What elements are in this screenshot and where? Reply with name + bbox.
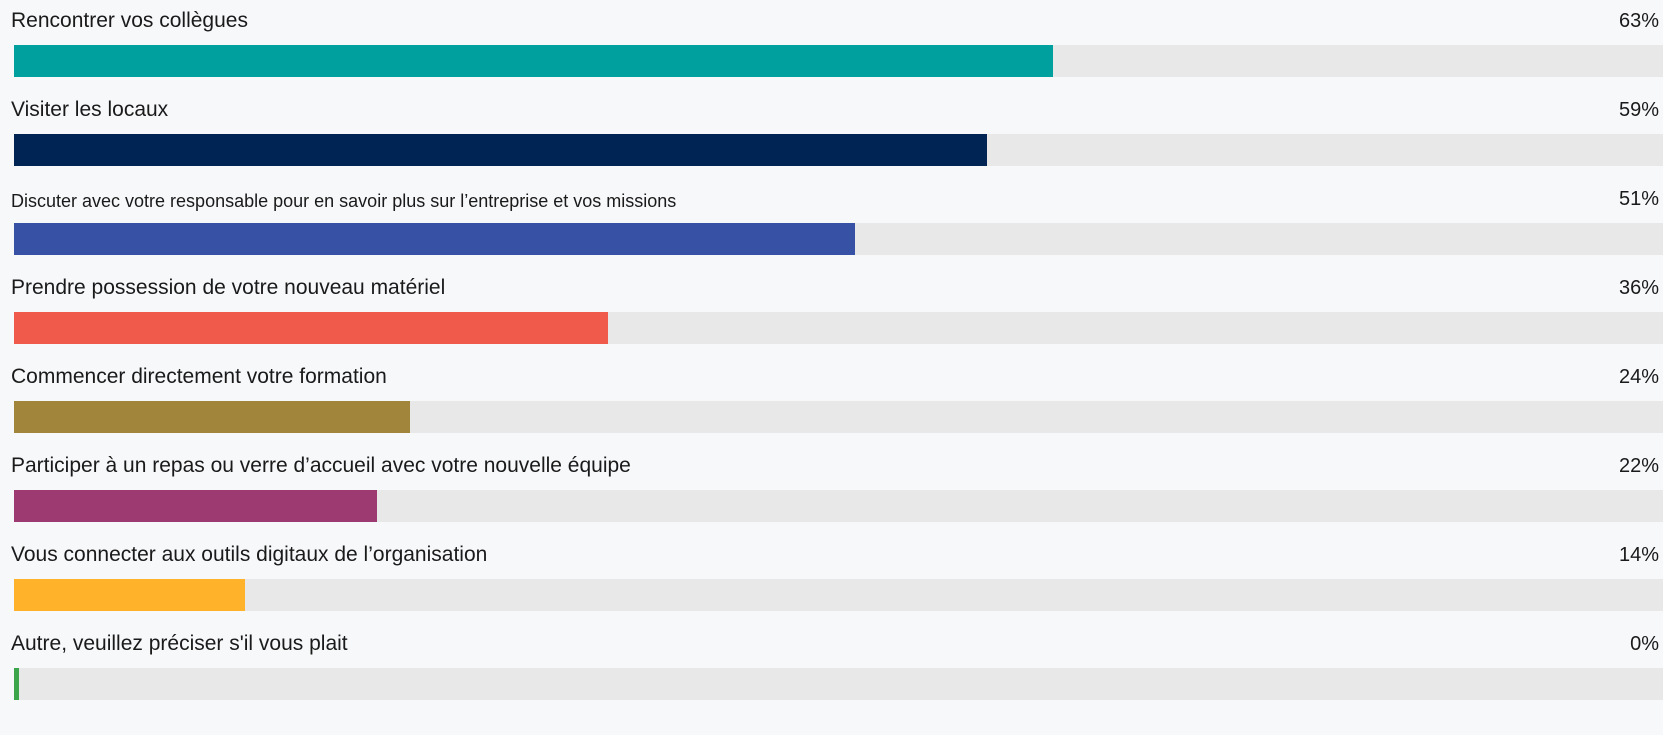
bar-row: Autre, veuillez préciser s'il vous plait… [0, 623, 1663, 717]
bar-label: Visiter les locaux [11, 98, 168, 122]
bar [14, 134, 987, 166]
bar [14, 401, 410, 433]
bar-track [14, 223, 1663, 255]
bar [14, 579, 245, 611]
bar-value-label: 14% [1619, 543, 1659, 567]
bar-value-label: 63% [1619, 9, 1659, 33]
bar-value-label: 24% [1619, 365, 1659, 389]
bar [14, 312, 608, 344]
bar-label: Autre, veuillez préciser s'il vous plait [11, 632, 348, 656]
bar-label: Vous connecter aux outils digitaux de l’… [11, 543, 487, 567]
bar-label: Discuter avec votre responsable pour en … [11, 189, 676, 213]
bar-label: Participer à un repas ou verre d’accueil… [11, 454, 631, 478]
bar [14, 223, 855, 255]
bar-value-label: 22% [1619, 454, 1659, 478]
bar-track [14, 45, 1663, 77]
bar-row: Vous connecter aux outils digitaux de l’… [0, 534, 1663, 628]
bar-track [14, 490, 1663, 522]
bar-track [14, 134, 1663, 166]
bar-value-label: 51% [1619, 187, 1659, 211]
bar-label: Commencer directement votre formation [11, 365, 387, 389]
bar-row: Participer à un repas ou verre d’accueil… [0, 445, 1663, 539]
bar-label: Rencontrer vos collègues [11, 9, 248, 33]
bar-row: Commencer directement votre formation 24% [0, 356, 1663, 450]
bar-row: Rencontrer vos collègues 63% [0, 0, 1663, 94]
bar-row: Visiter les locaux 59% [0, 89, 1663, 183]
bar-row: Discuter avec votre responsable pour en … [0, 178, 1663, 272]
bar-label: Prendre possession de votre nouveau maté… [11, 276, 445, 300]
bar [14, 490, 377, 522]
bar-track [14, 312, 1663, 344]
bar [14, 45, 1053, 77]
bar [14, 668, 19, 700]
bar-track [14, 668, 1663, 700]
bar-track [14, 401, 1663, 433]
bar-value-label: 0% [1630, 632, 1659, 656]
bar-track [14, 579, 1663, 611]
bar-value-label: 59% [1619, 98, 1659, 122]
bar-row: Prendre possession de votre nouveau maté… [0, 267, 1663, 361]
bar-value-label: 36% [1619, 276, 1659, 300]
